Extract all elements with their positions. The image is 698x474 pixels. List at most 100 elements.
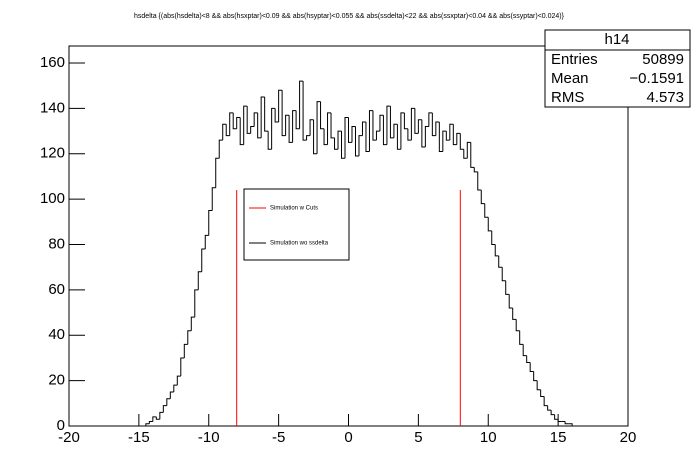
histogram-bin [222,123,227,141]
histogram-bin [253,112,258,127]
histogram-bin [285,114,290,136]
stats-frame [544,29,691,108]
histogram-bin [459,133,464,150]
histogram-bin [515,319,520,332]
histogram-bin [456,132,461,145]
x-tick-label: 5 [414,429,422,446]
stats-value: 4.573 [646,89,684,106]
histogram-bin [526,355,531,363]
histogram-bin [400,112,405,150]
y-tick-label: 120 [40,145,65,162]
histogram-bin [508,294,513,309]
histogram-bin [550,410,555,416]
x-tick-label: 15 [550,429,567,446]
histogram-bin [341,131,346,159]
histogram-bin [180,357,185,377]
legend: Simulation w Cuts Simulation wo ssdelta [243,188,350,261]
histogram-bin [239,117,244,146]
histogram-bin [313,119,318,155]
x-tick-label: -20 [58,429,80,446]
histogram-bin [197,271,202,290]
histogram-bin [316,101,321,154]
histogram-bin [414,108,419,134]
histogram-bin [442,130,447,152]
y-tick-label: 100 [40,190,65,207]
histogram-bin [452,124,457,146]
histogram-bin [547,405,552,411]
stats-value: 50899 [642,51,684,68]
histogram-bin [484,203,489,218]
histogram-bin [438,122,443,152]
histogram-bin [407,128,412,141]
histogram-bin [372,110,377,141]
x-tick-label: -5 [272,429,285,446]
histogram-bin [229,112,234,136]
legend-label: Simulation w Cuts [270,206,318,212]
y-tick-label: 20 [48,372,65,389]
histogram-bin [487,217,492,232]
histogram-bin [264,97,269,132]
x-tick-label: 20 [620,429,637,446]
x-tick-label: 10 [480,429,497,446]
histogram-bin [187,330,192,345]
histogram-bin [176,375,181,386]
histogram-bin [435,121,440,136]
histogram-bin [183,343,188,358]
histogram-bin [358,135,363,157]
histogram-bin [557,419,562,422]
histogram-bin [417,119,422,134]
histogram-bin [491,230,496,246]
histogram-bin [501,267,506,282]
stats-value: −0.1591 [629,70,684,87]
histogram-bin [292,110,297,143]
histogram-bin [445,131,450,141]
histogram-bin [215,157,220,188]
histogram-bin [386,105,391,145]
histogram-bin [393,123,398,138]
histogram-bin [288,115,293,143]
y-tick-label: 80 [48,235,65,252]
histogram-bin [330,112,335,139]
histogram-bin [382,115,387,146]
histogram-bin [389,106,394,139]
histogram-bin [274,108,279,123]
histogram-bin [218,139,223,159]
histogram-bin [396,124,401,150]
histogram-bin [536,380,541,391]
histogram-bin [543,396,548,407]
histogram-bin [494,244,499,257]
histogram-bin [299,80,304,129]
y-tick-label: 0 [57,417,65,434]
y-tick-label: 60 [48,281,65,298]
histogram-bin [334,137,339,150]
legend-box [243,188,350,261]
histogram-bin [267,131,272,150]
histogram-bin [145,423,150,426]
y-tick-label: 160 [40,54,65,71]
histogram-bin [505,280,510,295]
histogram-bin [204,234,209,250]
histogram-bin [320,101,325,130]
histogram-bin [208,209,213,236]
histogram-bin [194,289,199,318]
chart-title: hsdelta {(abs(hsdelta)<8 && abs(hsxptar)… [134,13,565,20]
histogram-bin [428,112,433,127]
histogram-bin [225,124,230,137]
stats-name: RMS [551,89,584,106]
histogram-bin [512,308,517,320]
histogram-bin [162,405,167,413]
histogram-bin [463,149,468,159]
y-tick-label: 40 [48,326,65,343]
histogram-bin [159,411,164,420]
histogram-bin [246,106,251,134]
histogram-bin [211,187,216,211]
stats-box: h14 Entries 50899 Mean −0.1591 RMS 4.573 [544,29,691,108]
histogram-bin [365,122,370,152]
histogram-bin [375,130,380,141]
histogram-bin [449,123,454,141]
x-tick-label: -10 [198,429,220,446]
histogram-bin [295,110,300,130]
histogram-bin [473,167,478,173]
y-tick-label: 140 [40,99,65,116]
x-tick-label: 0 [344,429,352,446]
